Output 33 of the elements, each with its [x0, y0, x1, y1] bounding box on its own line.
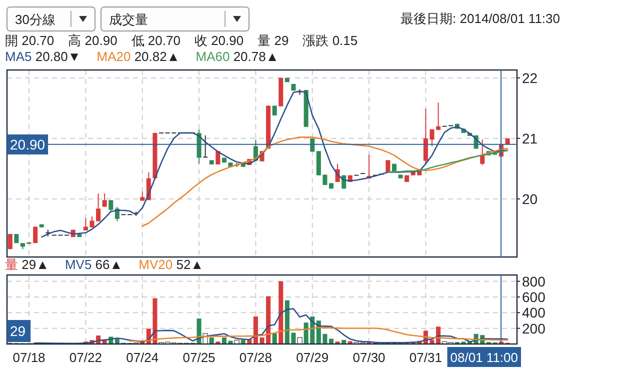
- x-tick-label: 07/24: [126, 350, 159, 365]
- text: MA60 20.78▲: [196, 49, 279, 64]
- text: MA5 20.80▼: [5, 49, 81, 64]
- text: MA20 20.82▲: [96, 49, 180, 64]
- x-tick-label: 07/30: [352, 350, 386, 365]
- y-tick-label: 22: [522, 70, 538, 86]
- ref-line-label: 20.90: [10, 136, 46, 152]
- x-tick-label: 07/31: [409, 350, 442, 365]
- text: 漲跌 0.15: [302, 33, 358, 48]
- x-tick-label: 07/18: [12, 350, 46, 365]
- text: MV20 52▲: [138, 257, 204, 272]
- text: 成交量: [109, 12, 148, 27]
- text: 30分線: [15, 12, 56, 27]
- text: 開 20.70: [5, 33, 54, 48]
- text: 最後日期: 2014/08/01 11:30: [400, 11, 560, 26]
- annotation: 29: [10, 323, 26, 339]
- x-tick-label: 07/28: [239, 350, 272, 365]
- text: 量 29▲: [5, 257, 49, 272]
- text: 低 20.70: [131, 33, 180, 48]
- text: 收 20.90: [194, 33, 244, 48]
- y-tick-label: 20: [522, 190, 538, 207]
- y-tick-label: 400: [522, 304, 546, 321]
- text: 量 29: [258, 33, 289, 48]
- y-tick-label: 200: [522, 320, 546, 336]
- text: MV5 66▲: [64, 257, 123, 272]
- x-tick-label: 07/25: [182, 350, 216, 365]
- text: 高 20.90: [68, 33, 118, 48]
- y-tick-label: 21: [522, 130, 538, 146]
- x-tick-label: 07/22: [69, 350, 102, 365]
- text: 08/01 11:00: [450, 350, 518, 365]
- y-tick-label: 600: [522, 288, 546, 305]
- x-tick-label: 07/29: [296, 350, 329, 365]
- y-tick-label: 800: [522, 273, 546, 290]
